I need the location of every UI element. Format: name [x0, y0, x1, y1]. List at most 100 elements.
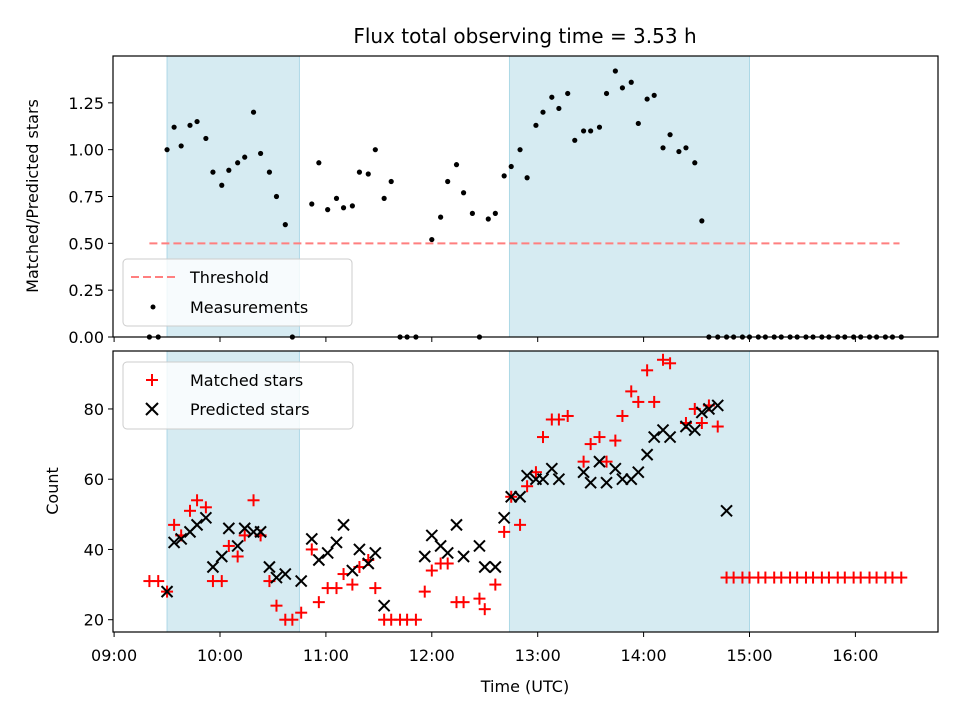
- measurement-point: [660, 145, 666, 151]
- matched-star-point: [593, 431, 606, 444]
- measurement-point: [266, 169, 273, 175]
- bottom-y-ticks: 20 40 60 80: [84, 400, 113, 630]
- measurement-point: [438, 214, 444, 220]
- top-y-tick-label: 1.25: [68, 94, 104, 113]
- matched-star-point: [305, 543, 318, 556]
- measurement-point: [203, 135, 209, 142]
- matched-star-point: [489, 578, 502, 591]
- predicted-star-point: [450, 518, 463, 532]
- measurement-point: [549, 94, 555, 100]
- measurement-point: [250, 109, 257, 115]
- predicted-star-point: [362, 557, 375, 570]
- matched-star-point: [664, 357, 677, 370]
- predicted-star-point: [536, 472, 550, 486]
- predicted-star-point: [279, 567, 292, 581]
- measurement-point: [453, 162, 460, 168]
- x-tick-label: 10:00: [197, 646, 243, 665]
- predicted-star-point: [353, 543, 366, 556]
- measurement-point: [572, 137, 578, 143]
- measurement-point: [210, 169, 216, 175]
- measurement-point: [651, 92, 657, 98]
- x-tick-label: 12:00: [409, 646, 455, 665]
- top-y-axis-label: Matched/Predicted stars: [23, 99, 42, 293]
- predicted-star-point: [238, 522, 251, 535]
- matched-star-point: [521, 480, 534, 493]
- predicted-star-point: [711, 399, 724, 412]
- predicted-star-point: [337, 518, 350, 532]
- x-tick-label: 09:00: [91, 646, 137, 665]
- measurement-point: [501, 173, 507, 179]
- bottom-x-ticks: 09:00 10:00 11:00 12:00 13:00 14:00 15:00 16:00: [91, 632, 878, 665]
- measurement-point: [676, 148, 682, 155]
- measurement-point: [325, 207, 331, 213]
- measurement-point: [565, 90, 571, 97]
- measurement-point: [356, 169, 363, 175]
- measurement-point: [460, 190, 467, 196]
- predicted-legend-label: Predicted stars: [190, 400, 310, 419]
- measurement-point: [429, 236, 435, 243]
- matched-star-point: [418, 585, 431, 598]
- predicted-star-point: [457, 550, 470, 563]
- predicted-star-point: [425, 529, 439, 542]
- predicted-star-point: [505, 490, 518, 503]
- matched-star-point: [152, 575, 165, 588]
- predicted-star-point: [584, 476, 597, 489]
- predicted-star-point: [520, 469, 534, 482]
- predicted-star-point: [545, 462, 559, 475]
- measurement-point: [178, 143, 184, 149]
- top-legend-box: [122, 258, 353, 327]
- matched-star-point: [514, 518, 527, 531]
- matched-star-point: [330, 582, 343, 595]
- predicted-star-point: [215, 550, 228, 563]
- predicted-star-point: [513, 490, 527, 503]
- bottom-legend: Matched stars Predicted stars: [122, 361, 354, 430]
- predicted-star-point: [600, 476, 613, 489]
- matched-star-point: [609, 434, 622, 447]
- measurement-point: [257, 150, 264, 157]
- measurement-point: [533, 122, 539, 128]
- threshold-legend-label: Threshold: [189, 268, 269, 287]
- measurement-point: [226, 167, 232, 173]
- predicted-star-point: [377, 599, 391, 612]
- matched-star-point: [191, 494, 204, 507]
- x-tick-label: 14:00: [621, 646, 667, 665]
- matched-star-point: [425, 564, 438, 577]
- predicted-star-point: [222, 522, 236, 535]
- x-axis-label: Time (UTC): [480, 677, 569, 696]
- predicted-star-point: [616, 472, 629, 486]
- predicted-star-point: [199, 511, 213, 525]
- predicted-star-point: [330, 536, 343, 549]
- measurement-point: [381, 195, 387, 201]
- measurement-point: [372, 147, 378, 153]
- measurement-point: [273, 193, 280, 200]
- predicted-star-points: [160, 399, 733, 612]
- measurement-point: [485, 216, 491, 222]
- matched-star-point: [498, 525, 511, 538]
- measurements-legend-swatch: [150, 304, 156, 310]
- predicted-star-point: [167, 536, 181, 549]
- matched-star-point: [577, 455, 590, 468]
- matched-legend-label: Matched stars: [190, 371, 303, 390]
- measurement-point: [508, 163, 514, 170]
- predicted-star-point: [489, 560, 502, 574]
- matched-star-points: [143, 353, 908, 626]
- measurement-point: [349, 203, 355, 209]
- matched-star-point: [895, 571, 908, 584]
- top-y-tick-label: 0.00: [68, 328, 104, 347]
- bottom-y-tick-label: 60: [84, 470, 104, 489]
- measurement-point: [194, 118, 200, 125]
- predicted-star-point: [418, 550, 431, 563]
- top-x-ticks: [113, 337, 856, 342]
- predicted-star-point: [663, 430, 677, 444]
- measurement-point: [282, 222, 288, 228]
- matched-star-point: [199, 501, 212, 514]
- measurement-point: [612, 68, 618, 74]
- predicted-star-point: [369, 546, 382, 560]
- x-tick-label: 15:00: [726, 646, 772, 665]
- measurement-point: [187, 122, 193, 128]
- measurement-point: [667, 132, 673, 138]
- predicted-star-point: [577, 465, 590, 479]
- predicted-star-point: [609, 462, 622, 475]
- bottom-axes-frame: [112, 350, 939, 633]
